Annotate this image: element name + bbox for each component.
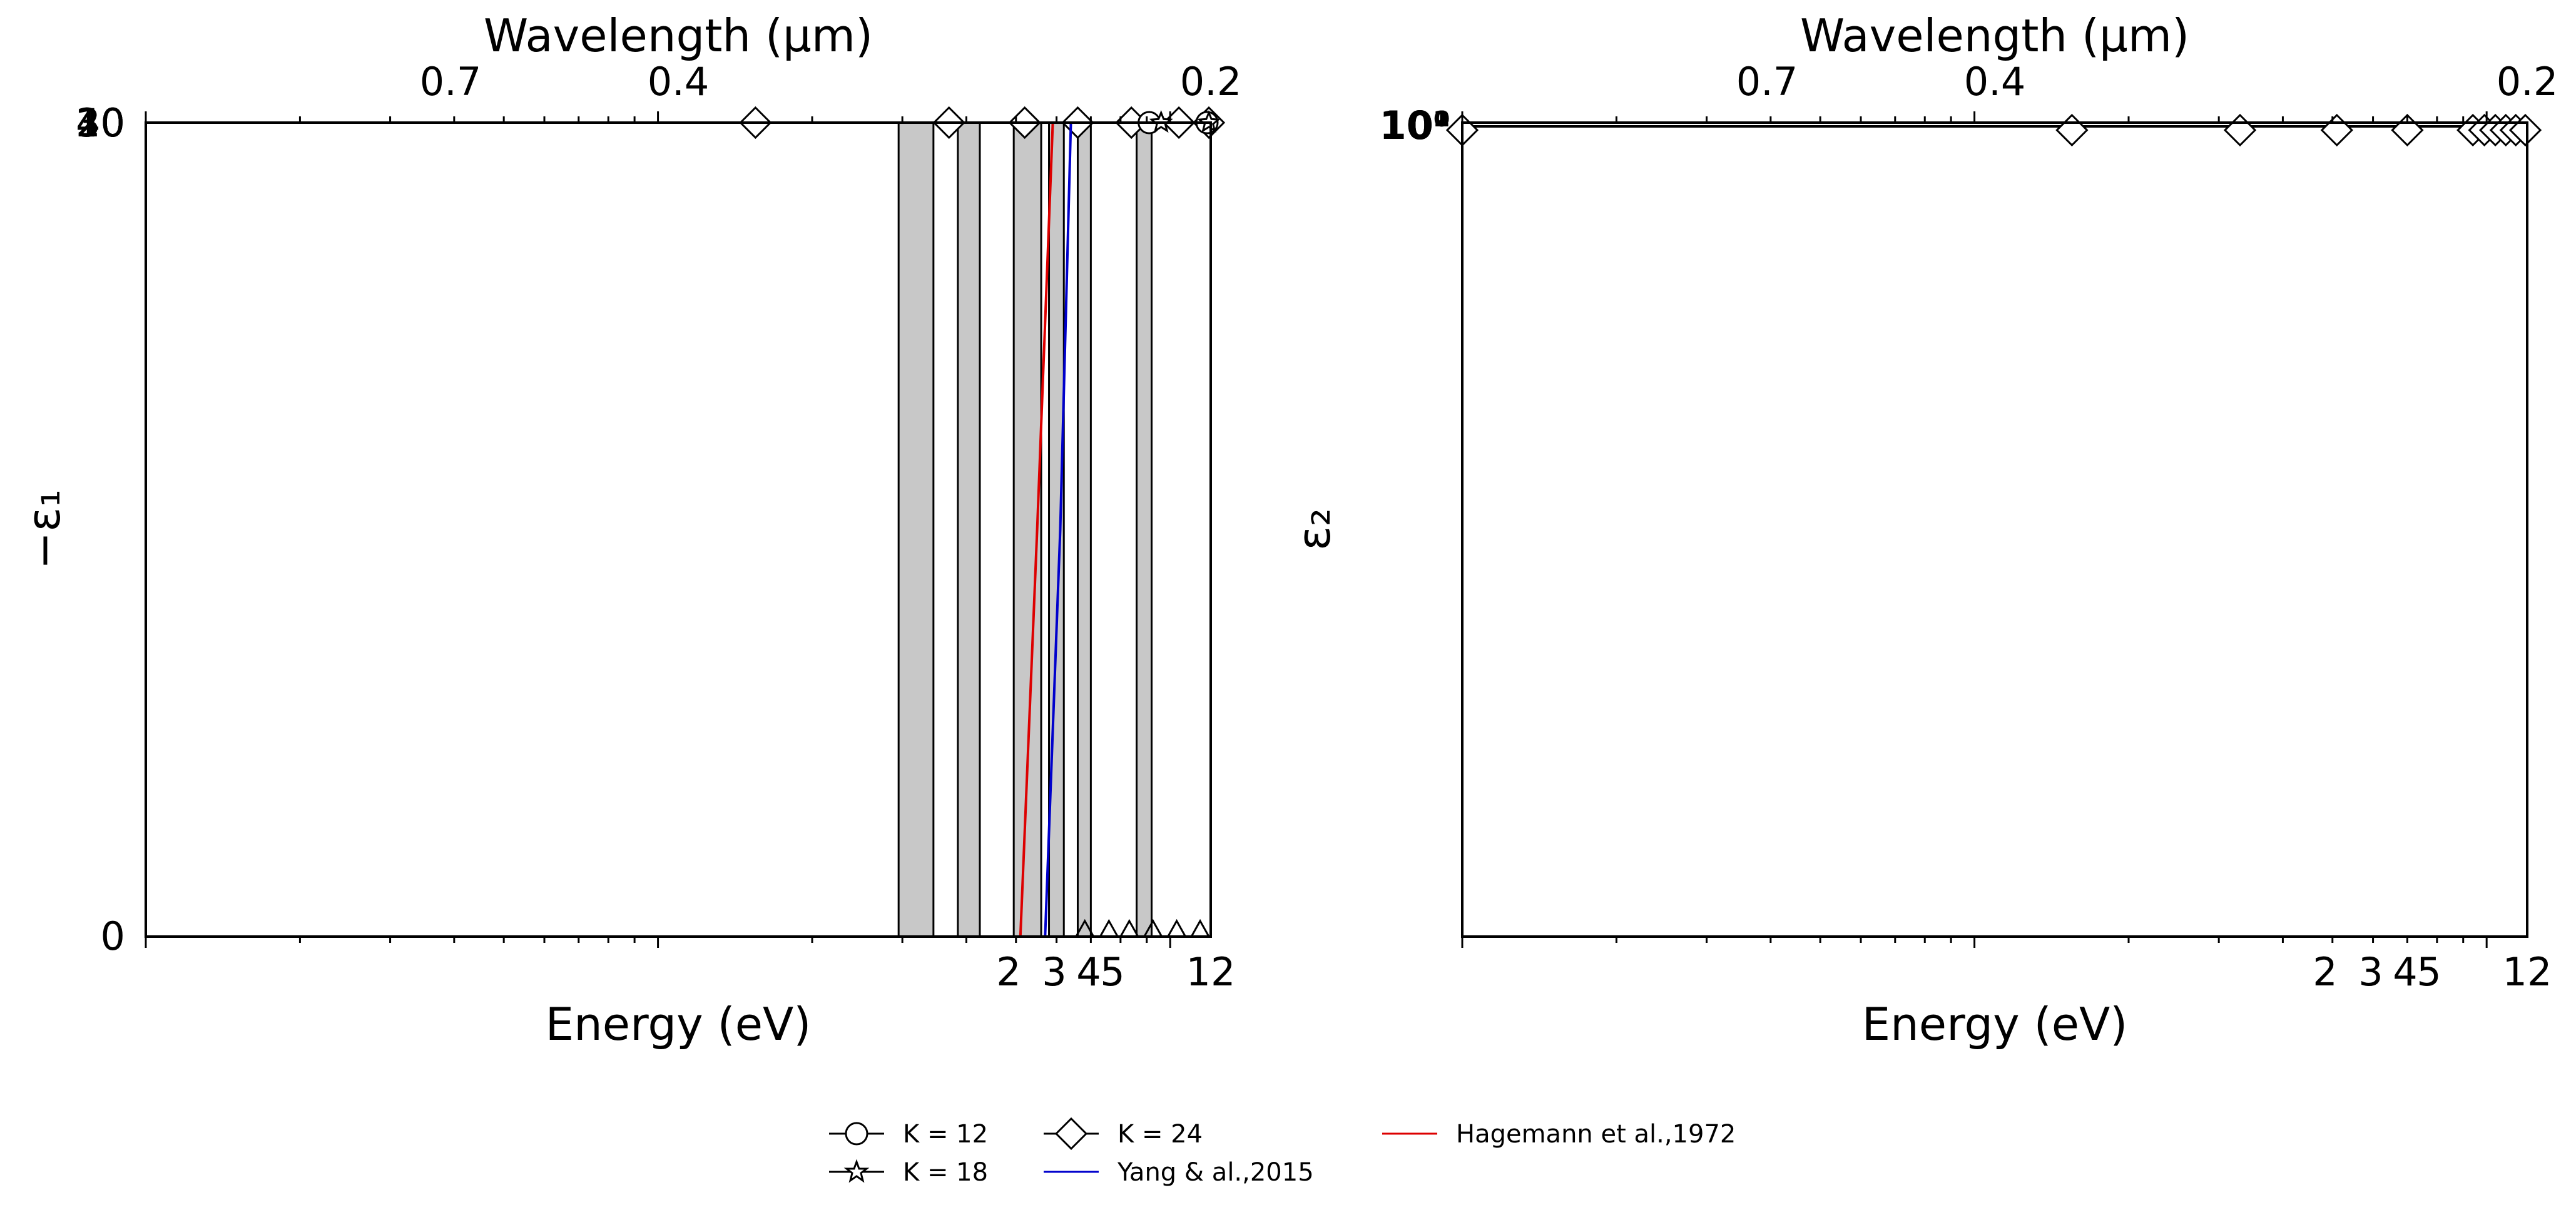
left-y-tick-30: 30: [76, 100, 125, 146]
left-minor-ticks: [145, 111, 1171, 948]
right-top-axis-label: Wavelength (µm): [1800, 9, 2189, 62]
left-hatch-mark-1: [1099, 918, 1119, 937]
legend-item-k24: K = 24: [1044, 1117, 1203, 1151]
right-plot-frame: [1461, 121, 2528, 938]
right-top-tick-0.4: 0.4: [1964, 59, 2026, 104]
left-x-tick-12: 12: [1186, 949, 1236, 995]
right-top-tick-0.2: 0.2: [2497, 59, 2558, 104]
left-series-3-line: [1044, 122, 1072, 937]
legend-k18-star-marker: [843, 1159, 870, 1183]
left-top-tick-0.4: 0.4: [648, 59, 710, 104]
legend-k18-label: K = 18: [903, 1158, 988, 1187]
right-series-0-point-3: [2320, 113, 2353, 147]
left-plot-frame: [145, 121, 1212, 938]
left-x-tick-2: 2: [996, 949, 1021, 995]
legend-hagemann-label: Hagemann et al.,1972: [1456, 1120, 1736, 1149]
left-hatch-mark-4: [1167, 918, 1186, 937]
right-top-tick-0.7: 0.7: [1736, 59, 1798, 104]
right-x-tick-3: 3: [2358, 949, 2383, 995]
left-x-tick-5: 5: [1100, 949, 1124, 995]
right-series-0-point-2: [2223, 113, 2257, 147]
left-hatch-mark-3: [1143, 918, 1163, 937]
legend-k24-diamond-marker: [1054, 1117, 1088, 1151]
left-series-4-line: [1019, 122, 1054, 937]
right-x-tick-5: 5: [2416, 949, 2441, 995]
left-hatch-mark-0: [1075, 918, 1095, 937]
right-y-tick-10^0: 10⁰: [1380, 103, 1450, 148]
right-x-tick-4: 4: [2393, 949, 2417, 995]
left-top-tick-0.2: 0.2: [1180, 59, 1242, 104]
legend-item-yang: Yang & al.,2015: [1044, 1158, 1314, 1187]
right-minor-ticks: [1461, 111, 2488, 948]
legend-k24-label: K = 24: [1117, 1120, 1203, 1149]
left-shaded-band-5: [1136, 121, 1153, 938]
legend-item-k12: K = 12: [829, 1120, 988, 1149]
left-y-tick-0: 0: [101, 913, 125, 959]
left-y-tick-40: 40: [76, 100, 125, 146]
left-shaded-band-1: [957, 121, 981, 938]
legend-item-hagemann: Hagemann et al.,1972: [1382, 1120, 1736, 1149]
left-top-axis-label: Wavelength (µm): [484, 9, 873, 62]
right-y-tick-10^1: 10¹: [1380, 103, 1450, 148]
left-y-tick-10: 10: [76, 100, 125, 146]
right-x-tick-12: 12: [2503, 949, 2552, 995]
left-x-tick-3: 3: [1042, 949, 1066, 995]
right-y-axis-label: ε₂: [1288, 508, 1340, 551]
right-series-0-point-1: [2055, 113, 2089, 147]
left-shaded-band-4: [1076, 121, 1092, 938]
right-y-tick-10^2: 10²: [1380, 103, 1450, 148]
left-shaded-band-0: [897, 121, 935, 938]
right-x-tick-2: 2: [2313, 949, 2337, 995]
left-x-tick-4: 4: [1076, 949, 1101, 995]
legend-item-k18: K = 18: [829, 1158, 988, 1187]
legend-yang-label: Yang & al.,2015: [1117, 1158, 1314, 1187]
left-top-tick-0.7: 0.7: [420, 59, 482, 104]
left-shaded-band-3: [1048, 121, 1065, 938]
legend-k12-circle-marker: [845, 1122, 868, 1146]
left-hatch-mark-5: [1190, 918, 1210, 937]
right-panel: Wavelength (µm) Energy (eV) ε₂ 0.7 0.4 0…: [1288, 9, 2558, 1050]
legend: K = 12 K = 18 K = 24 Yang & al.,2015 Hag…: [829, 1117, 1736, 1187]
right-x-axis-label: Energy (eV): [1862, 998, 2128, 1050]
right-series: [1445, 113, 2542, 147]
left-hatch-mark-2: [1119, 918, 1139, 937]
legend-k12-label: K = 12: [903, 1120, 988, 1149]
left-y-tick-20: 20: [76, 100, 125, 146]
left-y-axis-label: −ε₁: [18, 489, 70, 569]
left-x-axis-label: Energy (eV): [546, 998, 812, 1050]
left-panel: Wavelength (µm) Energy (eV) −ε₁ 0.7 0.4 …: [18, 9, 1241, 1050]
